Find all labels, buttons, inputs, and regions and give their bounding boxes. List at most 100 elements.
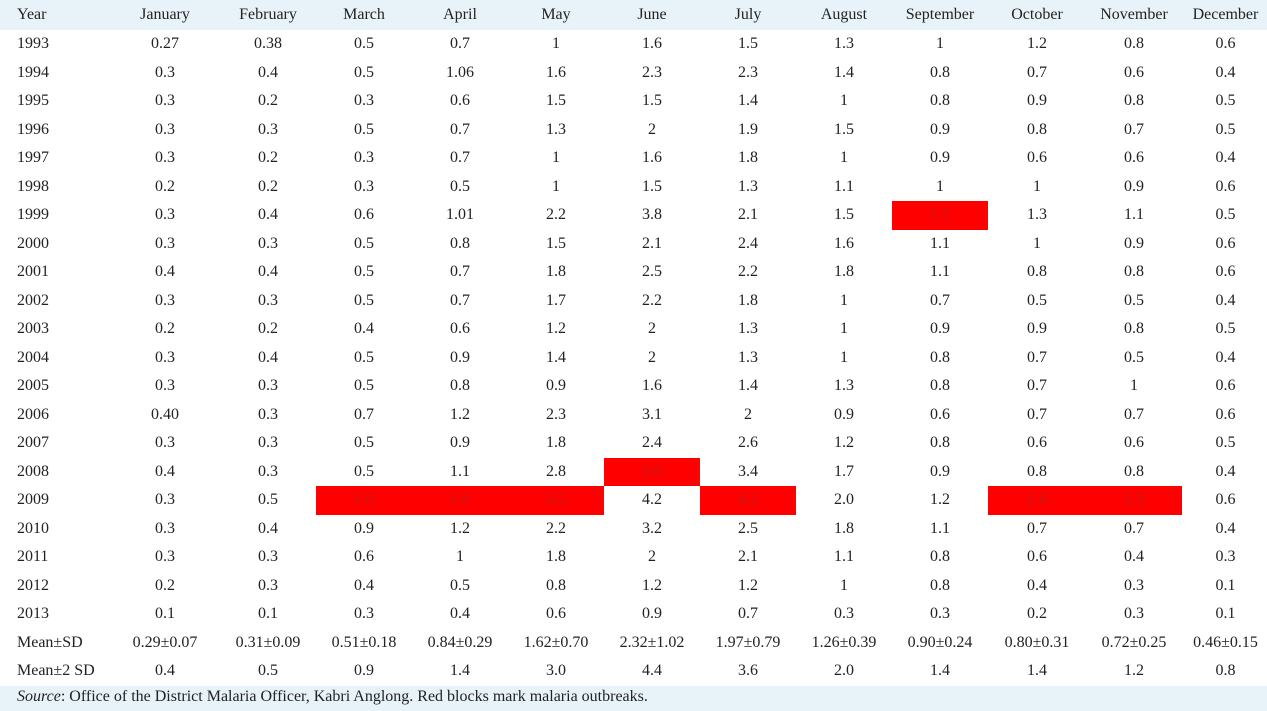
value-cell: 1 (796, 315, 892, 344)
value-cell: 0.2 (220, 315, 316, 344)
value-cell: 0.4 (1182, 286, 1267, 315)
value-cell: 1.2 (892, 486, 988, 515)
value-cell: 0.3 (220, 372, 316, 401)
summary-value: 0.5 (220, 657, 316, 686)
value-cell: 0.4 (1086, 543, 1182, 572)
table-body: 1993 0.27 0.38 0.5 0.7 1 1.6 1.5 1.3 1 1.2 0.8 0.6 19… (0, 30, 1267, 629)
value-cell: 2.5 (700, 514, 796, 543)
value-cell: 0.3 (110, 144, 220, 173)
year-cell: 2012 (0, 571, 110, 600)
value-cell: 1.8 (508, 429, 604, 458)
year-cell: 2001 (0, 258, 110, 287)
value-cell: 0.4 (988, 571, 1086, 600)
summary-value: 1.4 (412, 657, 508, 686)
value-cell: 0.3 (316, 87, 412, 116)
table-row: 2007 0.3 0.3 0.5 0.9 1.8 2.4 2.6 1.2 0.8 0.6 0.6 0.5 (0, 429, 1267, 458)
value-cell: 0.5 (1182, 315, 1267, 344)
summary-value: 0.90±0.24 (892, 628, 988, 657)
value-cell: 1.5 (508, 87, 604, 116)
table-row: 2002 0.3 0.3 0.5 0.7 1.7 2.2 1.8 1 0.7 0.5 0.5 0.4 (0, 286, 1267, 315)
column-header: July (734, 6, 762, 23)
year-cell: 2000 (0, 229, 110, 258)
outbreak-cell: 5.0 (604, 457, 700, 486)
value-cell: 1.2 (604, 571, 700, 600)
summary-value: 4.4 (604, 657, 700, 686)
value-cell: 3.2 (604, 514, 700, 543)
value-cell: 0.3 (110, 372, 220, 401)
value-cell: 0.3 (110, 201, 220, 230)
year-cell: 2006 (0, 400, 110, 429)
column-header: February (239, 6, 297, 23)
value-cell: 0.3 (220, 457, 316, 486)
value-cell: 0.5 (1182, 429, 1267, 458)
value-cell: 1.8 (508, 543, 604, 572)
value-cell: 0.27 (110, 30, 220, 59)
column-header: January (140, 6, 190, 23)
value-cell: 2.8 (508, 457, 604, 486)
value-cell: 0.6 (1182, 400, 1267, 429)
value-cell: 0.5 (220, 486, 316, 515)
value-cell: 0.6 (508, 600, 604, 629)
value-cell: 1 (796, 286, 892, 315)
value-cell: 1 (892, 30, 988, 59)
value-cell: 0.2 (220, 144, 316, 173)
value-cell: 0.1 (110, 600, 220, 629)
value-cell: 0.5 (1086, 286, 1182, 315)
summary-value: 0.8 (1182, 657, 1267, 686)
column-header: May (541, 6, 571, 23)
value-cell: 0.3 (110, 115, 220, 144)
value-cell: 2.4 (700, 229, 796, 258)
value-cell: 0.8 (1086, 87, 1182, 116)
value-cell: 0.8 (892, 372, 988, 401)
value-cell: 0.5 (316, 115, 412, 144)
table-row: 1999 0.3 0.4 0.6 1.01 2.2 3.8 2.1 1.5 1.5 1.3 1.1 0.… (0, 201, 1267, 230)
value-cell: 3.4 (700, 457, 796, 486)
value-cell: 0.3 (110, 543, 220, 572)
outbreak-cell: 3.5 (508, 486, 604, 515)
value-cell: 1.1 (892, 514, 988, 543)
year-cell: 2007 (0, 429, 110, 458)
value-cell: 1.2 (988, 30, 1086, 59)
value-cell: 0.4 (220, 201, 316, 230)
summary-value: 1.2 (1086, 657, 1182, 686)
value-cell: 0.6 (316, 543, 412, 572)
value-cell: 0.5 (316, 58, 412, 87)
outbreak-cell: 4.2 (700, 486, 796, 515)
value-cell: 1.4 (796, 58, 892, 87)
value-cell: 0.4 (220, 258, 316, 287)
value-cell: 0.9 (412, 343, 508, 372)
summary-value: 2.32±1.02 (604, 628, 700, 657)
summary-value: 3.0 (508, 657, 604, 686)
value-cell: 0.3 (796, 600, 892, 629)
year-cell: 2004 (0, 343, 110, 372)
value-cell: 0.3 (1086, 600, 1182, 629)
table-row: 1993 0.27 0.38 0.5 0.7 1 1.6 1.5 1.3 1 1.2 0.8 0.6 (0, 30, 1267, 59)
summary-value: 0.29±0.07 (110, 628, 220, 657)
value-cell: 0.7 (700, 600, 796, 629)
summary-value: 0.84±0.29 (412, 628, 508, 657)
value-cell: 1.3 (700, 315, 796, 344)
value-cell: 2.5 (604, 258, 700, 287)
value-cell: 0.6 (1086, 144, 1182, 173)
year-cell: 1999 (0, 201, 110, 230)
year-cell: 1993 (0, 30, 110, 59)
value-cell: 0.4 (1182, 58, 1267, 87)
value-cell: 0.6 (892, 400, 988, 429)
value-cell: 1.06 (412, 58, 508, 87)
value-cell: 0.8 (412, 372, 508, 401)
value-cell: 1.7 (508, 286, 604, 315)
value-cell: 2 (700, 400, 796, 429)
table-row: 2006 0.40 0.3 0.7 1.2 2.3 3.1 2 0.9 0.6 0.7 0.7 0.6 (0, 400, 1267, 429)
value-cell: 2.2 (604, 286, 700, 315)
value-cell: 0.6 (316, 201, 412, 230)
summary-row: Mean±SD 0.29±0.07 0.31±0.09 0.51±0.18 0.84±0… (0, 628, 1267, 657)
summary-value: 2.0 (796, 657, 892, 686)
value-cell: 1.3 (700, 172, 796, 201)
value-cell: 0.4 (220, 514, 316, 543)
value-cell: 1.4 (700, 87, 796, 116)
value-cell: 0.9 (412, 429, 508, 458)
value-cell: 0.3 (110, 343, 220, 372)
year-cell: 2010 (0, 514, 110, 543)
value-cell: 1.3 (700, 343, 796, 372)
value-cell: 1.1 (796, 543, 892, 572)
